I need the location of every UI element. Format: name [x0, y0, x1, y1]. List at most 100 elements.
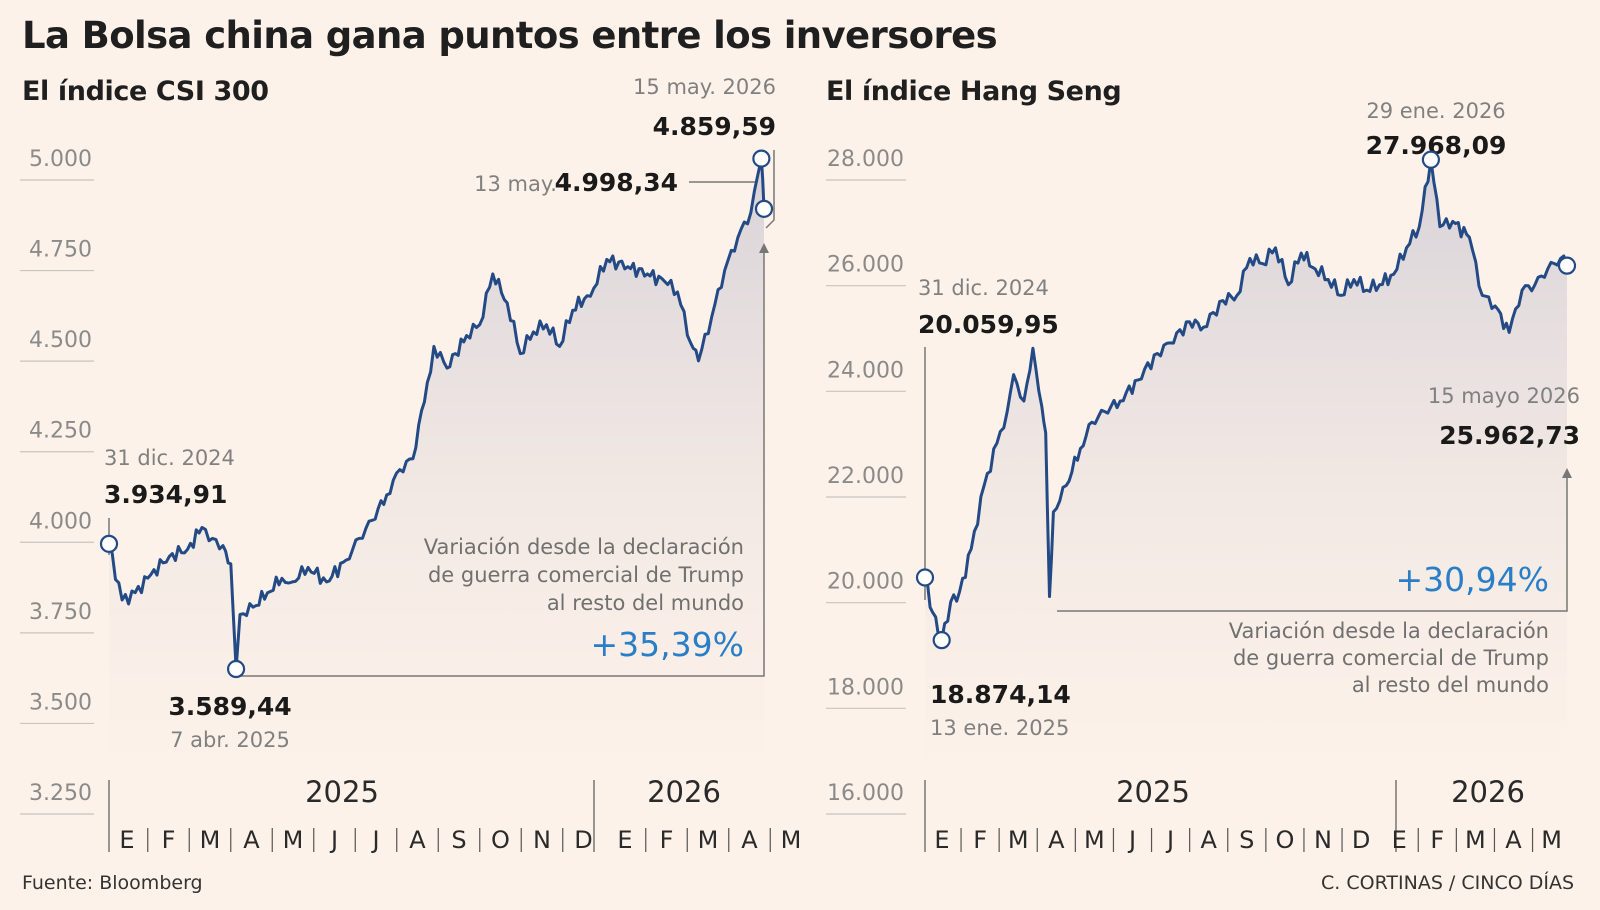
month-label: F — [973, 826, 987, 854]
hsi-last-value: 25.962,73 — [1439, 421, 1580, 450]
month-label: J — [1165, 826, 1174, 854]
y-tick-label: 18.000 — [827, 675, 904, 700]
hsi-note-line-1: Variación desde la declaración — [1229, 619, 1549, 643]
month-label: O — [1275, 826, 1294, 854]
data-point-marker — [226, 659, 246, 679]
csi-min-value: 3.589,44 — [168, 692, 291, 721]
month-label: M — [1084, 826, 1105, 854]
data-point-marker — [915, 568, 935, 587]
hsi-change-percent: +30,94% — [1396, 560, 1549, 599]
y-tick-label: 22.000 — [827, 464, 904, 489]
data-point-marker — [754, 199, 774, 218]
csi-min-date: 7 abr. 2025 — [170, 728, 290, 752]
month-label: J — [329, 826, 338, 854]
y-tick-label: 28.000 — [827, 147, 904, 172]
month-label: E — [617, 826, 632, 854]
month-label: A — [1048, 826, 1065, 854]
csi-max-date: 13 may. — [474, 172, 557, 196]
y-tick-label: 5.000 — [29, 147, 92, 172]
hsi-subtitle: El índice Hang Seng — [826, 76, 1121, 107]
y-tick-label: 4.250 — [29, 419, 92, 444]
y-tick-label: 24.000 — [827, 358, 904, 383]
month-label: O — [491, 826, 510, 854]
hsi-note-line-3: al resto del mundo — [1352, 673, 1549, 697]
data-point-marker — [99, 534, 119, 553]
month-label: N — [533, 826, 551, 854]
month-label: J — [1127, 826, 1136, 854]
month-label: M — [1541, 826, 1562, 854]
year-label: 2025 — [1116, 775, 1190, 809]
hsi-series-line — [923, 158, 1569, 642]
hsi-change-bracket — [1057, 470, 1568, 612]
month-label: M — [781, 826, 802, 854]
csi-note-line-2: de guerra comercial de Trump — [428, 563, 744, 587]
month-label: S — [1239, 826, 1254, 854]
csi-gridlines — [20, 179, 94, 815]
y-tick-label: 20.000 — [827, 570, 904, 595]
year-label: 2025 — [305, 775, 379, 809]
y-tick-label: 4.000 — [29, 509, 92, 534]
data-point-marker — [752, 149, 771, 168]
y-tick-label: 3.750 — [29, 600, 92, 625]
month-label: E — [934, 826, 949, 854]
month-label: M — [1008, 826, 1029, 854]
month-label: E — [1392, 826, 1407, 854]
month-label: J — [370, 826, 379, 854]
hsi-markers — [915, 150, 1577, 650]
csi-change-arrow — [759, 243, 769, 253]
main-title: La Bolsa china gana puntos entre los inv… — [22, 14, 998, 57]
hsi-last-date: 15 mayo 2026 — [1428, 384, 1580, 408]
month-label: M — [1465, 826, 1486, 854]
month-label: F — [1430, 826, 1444, 854]
credit-note: C. CORTINAS / CINCO DÍAS — [1321, 872, 1574, 894]
csi-change-bracket — [232, 245, 765, 677]
month-label: D — [1352, 826, 1370, 854]
y-tick-label: 3.500 — [29, 690, 92, 715]
month-label: M — [283, 826, 304, 854]
month-label: M — [698, 826, 719, 854]
month-label: A — [741, 826, 758, 854]
hsi-min-value: 18.874,14 — [930, 680, 1071, 709]
hsi-note-line-2: de guerra comercial de Trump — [1233, 646, 1549, 670]
month-label: S — [451, 826, 466, 854]
csi-y-axis: 5.000 4.750 4.500 4.250 4.000 3.750 3.500 3.250 — [29, 147, 92, 806]
chart-csi300: El índice CSI 300 5.000 4.750 4.500 4.250 4.… — [20, 75, 801, 854]
month-label: A — [1505, 826, 1522, 854]
csi-last-value: 4.859,59 — [653, 112, 776, 141]
y-tick-label: 16.000 — [827, 781, 904, 806]
month-label: A — [243, 826, 260, 854]
month-label: F — [162, 826, 176, 854]
y-tick-label: 26.000 — [827, 253, 904, 278]
hsi-gridlines — [826, 179, 906, 815]
csi-last-date: 15 may. 2026 — [633, 75, 776, 99]
source-note: Fuente: Bloomberg — [22, 872, 203, 894]
hsi-min-date: 13 ene. 2025 — [930, 716, 1069, 740]
month-label: D — [574, 826, 592, 854]
y-tick-label: 3.250 — [29, 781, 92, 806]
csi-start-value: 3.934,91 — [104, 480, 227, 509]
csi-last-connector — [765, 150, 775, 229]
y-tick-label: 4.750 — [29, 238, 92, 263]
csi-series-line — [107, 157, 766, 671]
y-tick-label: 4.500 — [29, 328, 92, 353]
month-label: M — [200, 826, 221, 854]
csi-note-line-1: Variación desde la declaración — [424, 535, 744, 559]
chart-hangseng: El índice Hang Seng 28.000 26.000 24.000 22… — [826, 76, 1580, 854]
hsi-start-value: 20.059,95 — [918, 310, 1059, 339]
csi-max-value: 4.998,34 — [555, 168, 678, 197]
month-label: A — [1200, 826, 1217, 854]
csi-change-percent: +35,39% — [591, 625, 744, 664]
hsi-max-date: 29 ene. 2026 — [1366, 99, 1505, 123]
month-label: A — [409, 826, 426, 854]
year-label: 2026 — [647, 775, 721, 809]
month-label: N — [1314, 826, 1332, 854]
year-label: 2026 — [1451, 775, 1525, 809]
hsi-y-axis: 28.000 26.000 24.000 22.000 20.000 18.000 16.0… — [827, 147, 904, 806]
csi-markers — [99, 149, 774, 679]
hsi-area-fill — [925, 159, 1567, 792]
hsi-start-date: 31 dic. 2024 — [918, 276, 1049, 300]
csi-subtitle: El índice CSI 300 — [22, 76, 269, 107]
